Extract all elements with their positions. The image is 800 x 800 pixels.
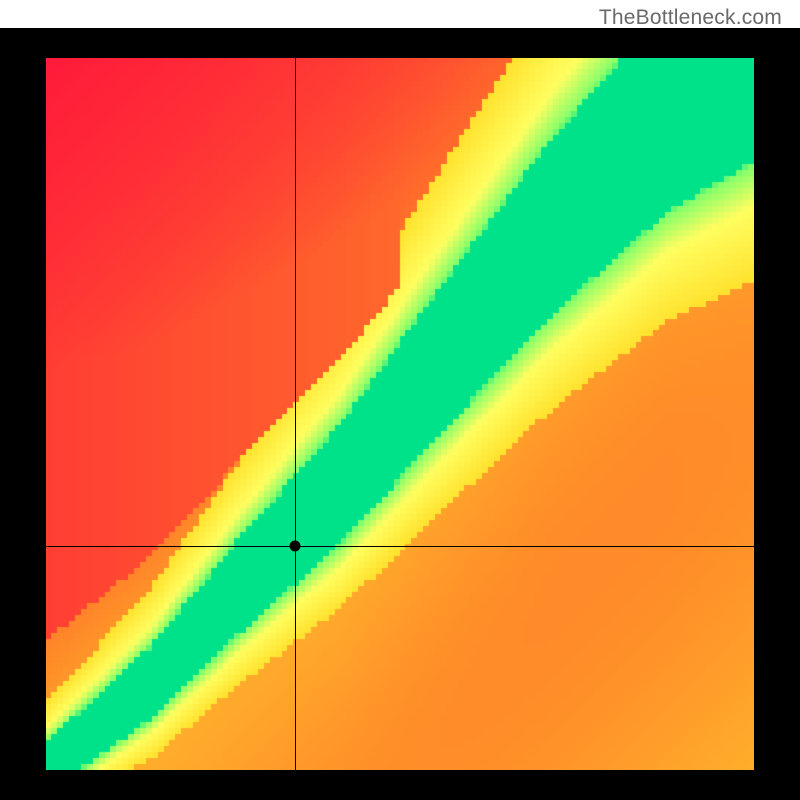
- crosshair-horizontal: [46, 546, 754, 547]
- watermark-text: TheBottleneck.com: [599, 6, 782, 30]
- heatmap-plot-area: [46, 58, 754, 770]
- heatmap-canvas: [46, 58, 754, 770]
- crosshair-marker-dot: [290, 540, 301, 551]
- plot-outer-frame: [0, 28, 800, 800]
- crosshair-vertical: [295, 58, 296, 770]
